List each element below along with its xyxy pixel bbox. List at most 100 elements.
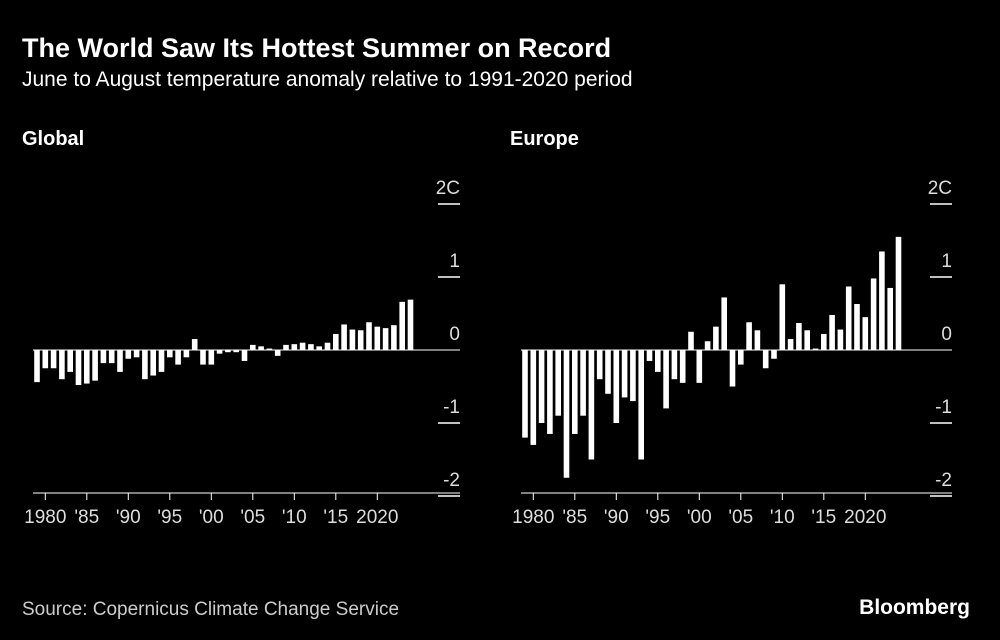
x-tick-label: '05 [240,507,265,528]
bar [646,350,653,361]
bar [349,329,356,350]
source: Source: Copernicus Climate Change Servic… [22,599,399,620]
y-tick-label: 2C [436,178,460,199]
bar [299,342,306,350]
bar [679,350,686,383]
bar [729,350,736,387]
bar [183,350,190,358]
bar [92,350,98,381]
brand: Bloomberg [859,596,970,619]
bar [738,350,744,365]
x-tick-label: '90 [604,507,629,528]
y-tick-label: -2 [443,470,460,491]
bar [530,350,537,445]
bar [308,344,314,350]
bar [821,333,827,350]
bar [316,346,322,350]
bar [621,350,628,398]
bar [34,350,40,383]
x-tick-label: '05 [728,507,753,528]
bar [158,350,165,372]
y-tick-label: 1 [941,251,952,272]
bar [333,333,339,350]
x-tick-label: 1980 [24,507,66,528]
y-tick-label: -1 [935,397,952,418]
bar [837,329,844,350]
title: The World Saw Its Hottest Summer on Reco… [22,33,611,63]
bar [671,350,678,380]
bar [580,350,586,416]
bar [117,350,123,372]
bar [283,344,289,350]
bar [357,330,364,350]
bar [796,322,802,350]
bar [779,284,786,350]
bar [895,236,902,350]
bar [291,344,298,350]
bar [696,350,703,383]
bar [250,344,256,350]
bar [125,350,132,359]
x-tick-label: '15 [811,507,836,528]
x-tick-label: '95 [645,507,670,528]
bar [341,324,347,350]
y-tick-label: 0 [449,324,460,345]
bar [655,350,661,372]
bar [879,251,885,350]
bar [547,350,553,434]
y-tick-label: -1 [443,397,460,418]
bar [572,350,578,434]
bar [399,301,405,350]
bar [704,341,711,350]
bar [638,350,644,460]
x-tick-label: 2020 [844,507,886,528]
x-tick-label: 1980 [512,507,554,528]
bar [804,330,810,350]
bar [762,350,769,369]
bar [630,350,636,402]
bar [50,350,57,369]
x-tick-label: '00 [687,507,712,528]
bar [870,278,877,350]
bar [200,350,206,365]
bar [142,350,148,380]
x-tick-label: '85 [562,507,587,528]
bar [84,350,90,384]
bar [605,350,611,394]
bar [522,350,528,438]
x-tick-label: 2020 [356,507,398,528]
bar [208,350,215,365]
bar [191,339,198,350]
bar [75,350,82,386]
x-tick-label: '15 [323,507,348,528]
bar [754,330,761,350]
bar [150,350,156,376]
bar [167,350,173,358]
bar [133,350,140,358]
bar [555,350,561,416]
bar [688,331,694,350]
y-tick-label: 2C [928,178,952,199]
bar [216,350,223,354]
bar [233,350,239,353]
bar [845,286,852,350]
bar [67,350,73,372]
y-tick-label: -2 [935,470,952,491]
bar [266,348,273,350]
bar [563,350,570,478]
subtitle: June to August temperature anomaly relat… [22,68,633,91]
x-tick-label: '85 [74,507,99,528]
x-tick-label: '95 [157,507,182,528]
x-tick-label: '90 [116,507,141,528]
bar [787,339,794,350]
bar [663,350,669,409]
x-tick-label: '00 [199,507,224,528]
bar [613,350,620,423]
bar [366,322,372,350]
x-tick-label: '10 [770,507,795,528]
bar [382,328,389,350]
bar [175,350,181,365]
bar [854,304,860,350]
bar [258,346,264,350]
